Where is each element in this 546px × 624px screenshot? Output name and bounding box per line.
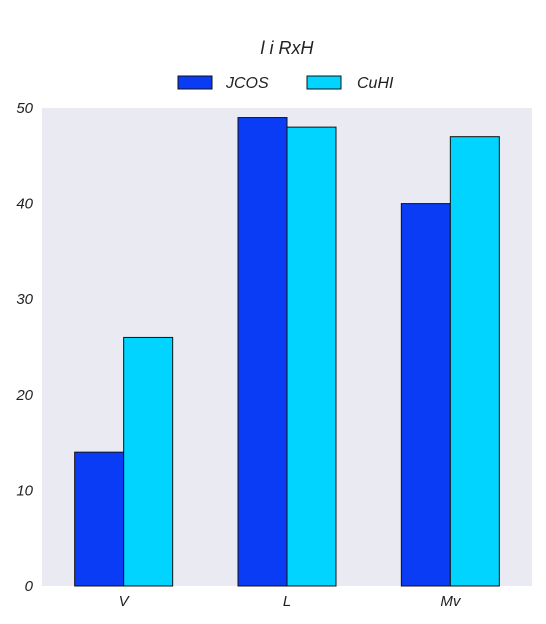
legend: JCOS CuHI [177,75,394,92]
y-tick-label: 40 [16,196,33,213]
legend-swatch-cuhi [306,75,342,90]
legend-label-cuhi: CuHI [357,75,394,92]
y-tick-label: 30 [16,291,33,308]
bar-cuhi-v [123,336,174,587]
y-axis: 0 10 20 30 40 50 [15,100,33,595]
y-tick-label: 20 [15,387,33,404]
x-tick-label: V [119,593,131,610]
bar-jcos-mv [400,203,451,587]
legend-swatch-jcos [177,75,213,90]
bar-jcos-v [74,451,125,587]
bar-cuhi-l [286,126,337,587]
y-tick-label: 0 [25,578,34,595]
x-axis: V L Mv [119,593,462,610]
bar-jcos-l [237,117,288,587]
x-tick-label: L [283,593,291,610]
x-tick-label: Mv [440,593,461,610]
bars [74,117,500,587]
chart-title: l i RxH [261,38,315,58]
y-tick-label: 50 [16,100,33,117]
y-tick-label: 10 [16,482,33,499]
legend-label-jcos: JCOS [225,75,269,92]
bar-cuhi-mv [449,136,500,587]
